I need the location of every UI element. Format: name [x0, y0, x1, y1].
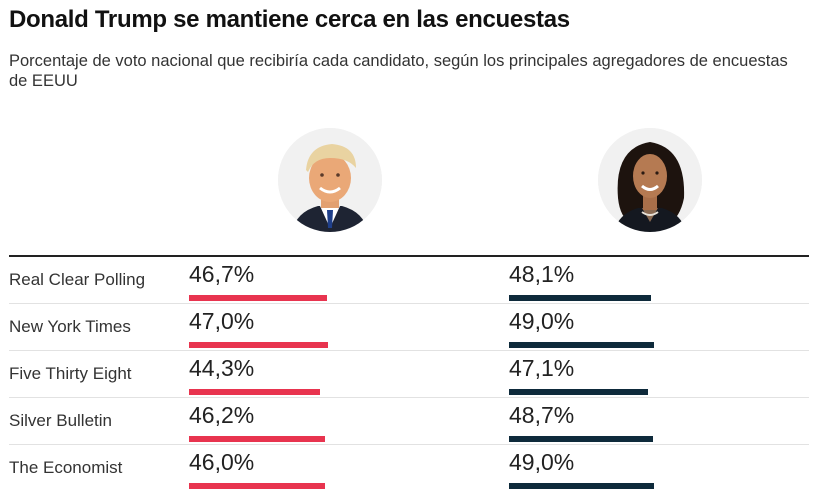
harris-value-label: 47,1% [509, 355, 575, 381]
harris-value-label: 49,0% [509, 449, 575, 475]
table-row: Real Clear Polling 46,7% 48,1% [9, 257, 809, 304]
trump-bar [189, 342, 328, 348]
source-label: Real Clear Polling [9, 270, 146, 289]
table-top-rule [9, 255, 809, 257]
table-row: Five Thirty Eight 44,3% 47,1% [9, 351, 809, 398]
trump-bar [189, 295, 327, 301]
harris-bar [509, 389, 648, 395]
trump-bar [189, 483, 325, 489]
harris-value-label: 48,1% [509, 261, 575, 287]
source-label: New York Times [9, 317, 131, 336]
chart-title: Donald Trump se mantiene cerca en las en… [9, 6, 570, 33]
harris-bar [509, 483, 654, 489]
source-label: The Economist [9, 458, 123, 477]
harris-bar [509, 295, 651, 301]
table-row: New York Times 47,0% 49,0% [9, 304, 809, 351]
harris-value-label: 49,0% [509, 308, 575, 334]
trump-bar [189, 436, 325, 442]
trump-value-label: 46,2% [189, 402, 255, 428]
source-label: Five Thirty Eight [9, 364, 132, 383]
harris-portrait [598, 128, 702, 232]
chart-subtitle: Porcentaje de voto nacional que recibirí… [9, 52, 788, 90]
trump-value-label: 46,7% [189, 261, 255, 287]
trump-value-label: 46,0% [189, 449, 255, 475]
poll-table: Real Clear Polling 46,7% 48,1% New York Tim… [9, 257, 809, 492]
harris-bar [509, 436, 653, 442]
source-label: Silver Bulletin [9, 411, 112, 430]
trump-value-label: 47,0% [189, 308, 255, 334]
harris-value-label: 48,7% [509, 402, 575, 428]
trump-value-label: 44,3% [189, 355, 255, 381]
trump-bar [189, 389, 320, 395]
table-row: Silver Bulletin 46,2% 48,7% [9, 398, 809, 445]
harris-bar [509, 342, 654, 348]
table-row: The Economist 46,0% 49,0% [9, 445, 809, 492]
trump-portrait [278, 128, 382, 232]
